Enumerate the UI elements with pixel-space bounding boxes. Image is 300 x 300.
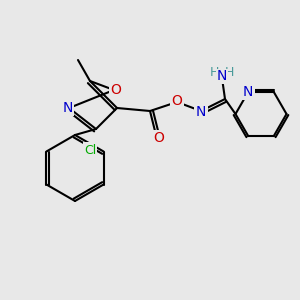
Text: N: N xyxy=(196,106,206,119)
Text: O: O xyxy=(154,131,164,145)
Text: O: O xyxy=(172,94,182,108)
Text: N: N xyxy=(217,70,227,83)
Text: H: H xyxy=(225,66,234,79)
Text: H: H xyxy=(210,65,219,79)
Text: N: N xyxy=(243,85,254,99)
Text: N: N xyxy=(62,101,73,115)
Text: O: O xyxy=(110,83,121,97)
Text: Cl: Cl xyxy=(84,143,96,157)
